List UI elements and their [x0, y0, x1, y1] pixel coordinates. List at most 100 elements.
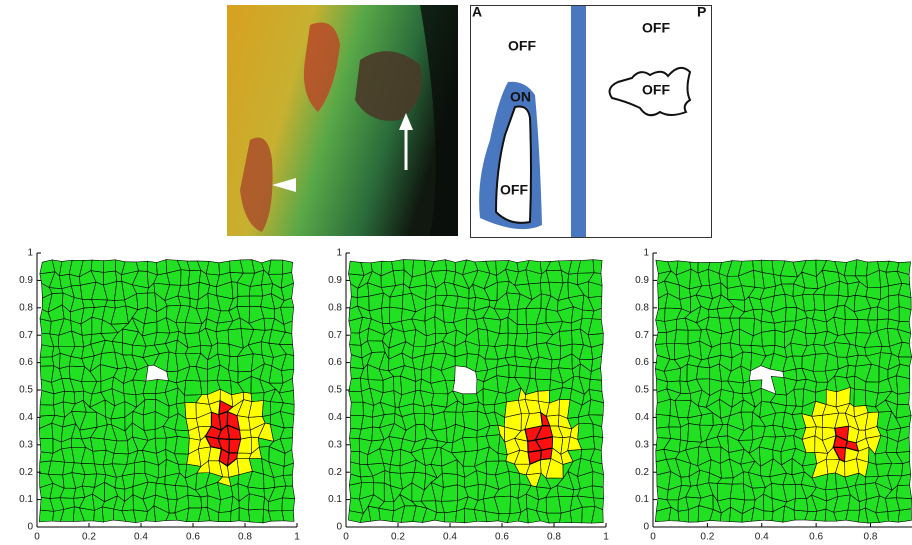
cell — [392, 260, 404, 271]
cell — [844, 319, 858, 334]
y-tick-label: 0.6 — [19, 357, 33, 368]
cell — [803, 294, 815, 311]
y-tick-label: 0.2 — [328, 467, 342, 478]
cell — [237, 453, 251, 459]
cell — [592, 486, 603, 499]
x-tick-label: 0.4 — [134, 532, 148, 543]
cell — [794, 498, 808, 511]
cell — [184, 380, 201, 395]
cell — [546, 270, 563, 283]
cell — [48, 461, 64, 475]
cell — [559, 331, 572, 347]
y-tick-label: 0 — [336, 522, 342, 533]
diagram-label: P — [697, 4, 706, 20]
y-tick-label: 0.7 — [635, 330, 649, 341]
cell — [463, 437, 478, 451]
y-tick-label: 0.3 — [328, 439, 342, 450]
x-tick-label: 0.6 — [495, 532, 509, 543]
cell — [91, 260, 104, 272]
cell — [134, 461, 145, 473]
x-tick-label: 0 — [343, 532, 349, 543]
cell — [185, 403, 196, 419]
cell — [112, 453, 128, 464]
cell — [412, 260, 426, 277]
y-tick-label: 1 — [336, 248, 342, 259]
cell — [282, 511, 294, 522]
cell — [445, 260, 455, 272]
cell — [656, 308, 665, 321]
cell — [656, 414, 670, 428]
cell — [527, 332, 537, 347]
x-tick-label: 1 — [603, 532, 609, 543]
y-tick-label: 0.6 — [328, 357, 342, 368]
y-tick-label: 0.1 — [19, 494, 33, 505]
y-tick-label: 0.5 — [635, 385, 649, 396]
cell — [761, 260, 773, 274]
cell — [414, 368, 421, 381]
cell — [219, 261, 230, 275]
cell — [785, 307, 796, 321]
cell — [896, 404, 911, 418]
x-tick-label: 0.4 — [755, 532, 769, 543]
cell — [143, 393, 156, 399]
y-tick-label: 0.4 — [19, 412, 33, 423]
cell — [283, 260, 293, 274]
cell — [228, 356, 238, 372]
cell — [517, 308, 526, 324]
cell — [200, 381, 207, 395]
cell — [435, 512, 445, 522]
cell — [655, 332, 666, 344]
cell — [515, 366, 530, 378]
figure: A P OFF ON OFF OFF OFF 0 0.2 0.4 0.6 0.8 1 0 0.… — [0, 0, 912, 545]
y-tick-label: 0.2 — [19, 467, 33, 478]
cell — [350, 438, 360, 451]
cell — [896, 485, 911, 499]
x-tick-label: 0.2 — [82, 532, 96, 543]
cell — [40, 405, 55, 416]
cell — [442, 473, 457, 487]
cell — [381, 307, 389, 323]
cell — [530, 367, 536, 379]
diagram-label: OFF — [642, 20, 670, 36]
y-tick-label: 0.7 — [328, 330, 342, 341]
y-tick-label: 1 — [643, 248, 649, 259]
y-tick-label: 0.4 — [635, 412, 649, 423]
y-tick-label: 0.6 — [635, 357, 649, 368]
cell — [269, 260, 283, 274]
cell — [349, 378, 362, 391]
cell — [216, 330, 229, 344]
y-tick-label: 0.7 — [19, 330, 33, 341]
cell — [675, 330, 689, 344]
cell — [238, 354, 254, 372]
x-tick-label: 0.6 — [809, 532, 823, 543]
cell — [764, 511, 773, 521]
diagram: A P OFF ON OFF OFF OFF — [471, 4, 712, 238]
x-tick-label: 0 — [650, 532, 656, 543]
cell — [669, 427, 681, 440]
cell — [478, 329, 489, 346]
cell — [730, 484, 745, 500]
cell — [657, 427, 671, 438]
cell — [536, 379, 551, 391]
diagram-label: OFF — [500, 182, 528, 198]
diagram-bar — [571, 6, 586, 237]
cell — [855, 260, 867, 276]
cell — [696, 367, 709, 380]
cell — [535, 368, 551, 380]
y-tick-label: 0 — [27, 522, 33, 533]
cell — [538, 391, 550, 403]
cell — [104, 260, 116, 273]
cell — [414, 413, 425, 424]
cell — [753, 260, 763, 272]
diagram-label: ON — [510, 89, 531, 105]
cell — [547, 513, 562, 523]
cell — [63, 391, 75, 404]
y-tick-label: 0.8 — [328, 302, 342, 313]
y-tick-label: 0.1 — [635, 494, 649, 505]
y-tick-label: 0 — [643, 522, 649, 533]
cell — [431, 394, 448, 408]
y-tick-label: 0.4 — [328, 412, 342, 423]
cell — [826, 390, 836, 407]
diagram-label: OFF — [642, 82, 670, 98]
cell — [688, 423, 702, 442]
